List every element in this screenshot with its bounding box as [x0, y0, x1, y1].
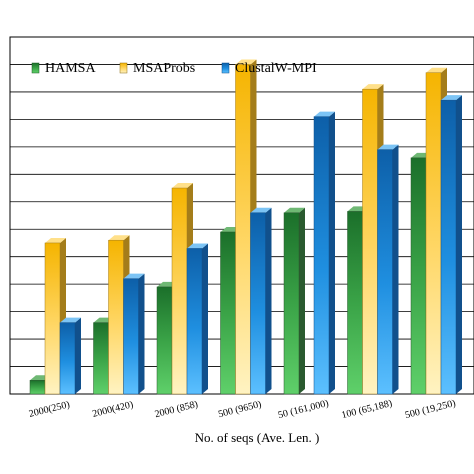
bar-front: [250, 212, 266, 395]
bar-clustalw-mpi-2: [186, 243, 208, 395]
bar-top: [45, 237, 66, 243]
x-tick-labels: 2000(250) 2000(420) 2000 (858) 500 (9650) 50…: [28, 398, 457, 421]
legend-label-msaprobs: MSAProbs: [133, 61, 195, 76]
bar-top: [123, 273, 145, 279]
bar-side: [329, 111, 335, 394]
bar-top: [235, 59, 257, 65]
x-tick-label: 50 (161,000): [277, 398, 330, 421]
bar-front: [362, 88, 378, 395]
bar-side: [265, 207, 272, 394]
bar-front: [93, 322, 109, 395]
x-tick-label: 2000 (858): [154, 399, 200, 420]
bar-side: [75, 317, 81, 394]
x-tick-label: 2000(250): [28, 399, 71, 420]
bar-clustalw-mpi-0: [59, 317, 81, 395]
bar-front: [283, 212, 300, 395]
bar-front: [29, 380, 46, 395]
bar-top: [362, 84, 384, 90]
bar-top: [250, 207, 272, 213]
bar-front: [156, 286, 173, 395]
bar-front: [59, 322, 76, 395]
bar-clustalw-mpi-4: [313, 111, 335, 395]
bar-side: [138, 273, 145, 394]
bar-clustalw-mpi-3: [250, 207, 272, 395]
legend: HAMSA MSAProbs ClustalW-MPI: [31, 61, 317, 76]
bar-front: [425, 72, 442, 395]
bar-top: [441, 95, 462, 101]
bar-clustalw-mpi-1: [123, 273, 145, 395]
bar-clustalw-mpi-5: [377, 144, 399, 395]
bar-front: [235, 64, 251, 395]
legend-label-hamsa: HAMSA: [45, 61, 96, 76]
x-tick-label: 2000(420): [91, 399, 134, 420]
bar-top: [172, 183, 193, 189]
bar-front: [440, 99, 457, 395]
bar-top: [377, 144, 399, 150]
bar-front: [377, 149, 393, 395]
bar-top: [108, 235, 130, 241]
x-tick-label: 500 (9650): [217, 399, 263, 420]
bar-top: [314, 111, 335, 117]
legend-swatch-clustalw-mpi: [221, 62, 230, 74]
legend-swatch-msaprobs: [119, 62, 128, 74]
legend-swatch-hamsa: [31, 62, 40, 74]
bar-side: [202, 243, 208, 394]
bar-clustalw-mpi-6: [440, 95, 462, 395]
bar-top: [284, 207, 305, 213]
x-tick-label: 100 (65,188): [340, 398, 393, 421]
bar-marks: [29, 59, 462, 395]
x-tick-label: 500 (19,250): [404, 398, 457, 421]
bar-side: [392, 144, 399, 394]
bar-side: [456, 95, 462, 395]
bar-front: [220, 231, 236, 395]
bar-front: [171, 187, 188, 395]
bar-front: [44, 242, 61, 395]
bar-hamsa-4: [283, 207, 305, 395]
bar-front: [123, 278, 139, 395]
bar-front: [108, 239, 124, 395]
bar-front: [347, 211, 363, 395]
x-axis-label: No. of seqs (Ave. Len. ): [195, 430, 320, 445]
bar-top: [60, 317, 81, 323]
bar-front: [186, 248, 203, 395]
bar-side: [299, 207, 305, 394]
bar-front: [410, 157, 427, 395]
legend-label-clustalw-mpi: ClustalW-MPI: [235, 61, 317, 76]
bar-front: [313, 116, 330, 395]
bar-top: [426, 67, 447, 73]
bar-top: [187, 243, 208, 249]
